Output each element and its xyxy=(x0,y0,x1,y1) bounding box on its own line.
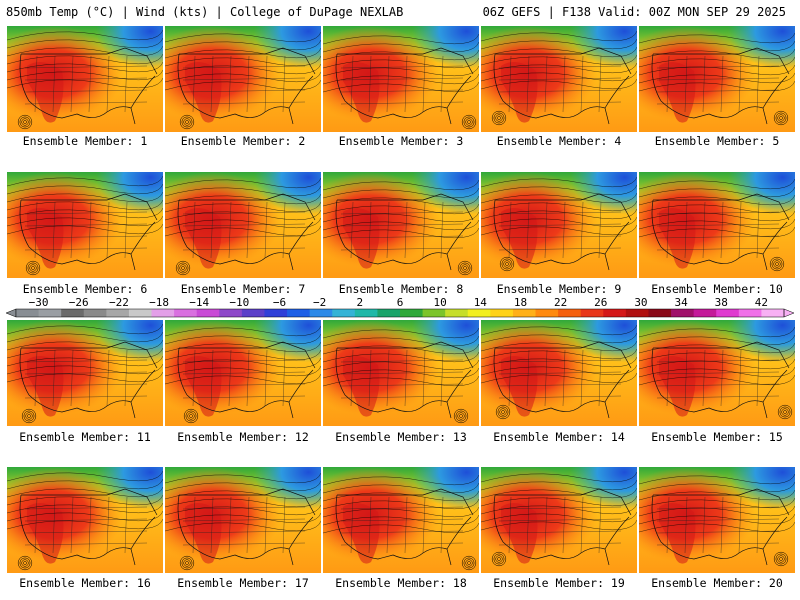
ensemble-member-map xyxy=(639,320,795,426)
colorbar-tick-label: 6 xyxy=(397,296,404,309)
ensemble-member-label: Ensemble Member: 20 xyxy=(651,576,783,590)
colorbar-segment xyxy=(287,309,311,317)
colorbar-segment xyxy=(716,309,740,317)
header-left-title: 850mb Temp (°C) | Wind (kts) | College o… xyxy=(6,5,404,19)
colorbar-tick-label: 10 xyxy=(434,296,447,309)
colorbar-tick-label: −30 xyxy=(29,296,49,309)
colorbar-segment xyxy=(241,309,265,317)
colorbar-segment xyxy=(151,309,175,317)
colorbar-tick-label: 34 xyxy=(674,296,688,309)
ensemble-member-label: Ensemble Member: 13 xyxy=(335,430,467,444)
ensemble-member-map xyxy=(323,172,479,278)
colorbar-segment xyxy=(422,309,446,317)
colorbar-tick-label: 18 xyxy=(514,296,527,309)
colorbar-tick-label: −2 xyxy=(313,296,326,309)
colorbar-segment xyxy=(128,309,153,317)
colorbar-segment xyxy=(693,309,717,317)
ensemble-member-map xyxy=(323,467,479,573)
colorbar-segment xyxy=(580,309,604,317)
colorbar-segment xyxy=(16,309,40,317)
ensemble-member-label: Ensemble Member: 14 xyxy=(493,430,625,444)
colorbar-tick-label: −22 xyxy=(109,296,129,309)
colorbar-segment xyxy=(445,309,469,317)
colorbar-segment xyxy=(83,309,107,317)
colorbar-segment xyxy=(625,309,649,317)
colorbar-segment xyxy=(38,309,62,317)
colorbar-segment xyxy=(332,309,356,317)
ensemble-member-map xyxy=(7,320,163,426)
ensemble-member-map xyxy=(481,172,637,278)
colorbar-segment xyxy=(377,309,401,317)
colorbar-tick-label: −18 xyxy=(149,296,169,309)
colorbar-segment xyxy=(761,309,785,317)
ensemble-member-map xyxy=(639,26,795,132)
colorbar-segment xyxy=(738,309,762,317)
colorbar-tick-label: −10 xyxy=(229,296,249,309)
colorbar-tick-label: 22 xyxy=(554,296,567,309)
ensemble-member-map xyxy=(7,467,163,573)
ensemble-member-label: Ensemble Member: 16 xyxy=(19,576,151,590)
ensemble-member-label: Ensemble Member: 19 xyxy=(493,576,625,590)
colorbar-tick-label: 2 xyxy=(357,296,364,309)
ensemble-member-map xyxy=(323,320,479,426)
colorbar-segment xyxy=(196,309,220,317)
ensemble-member-map xyxy=(323,26,479,132)
colorbar-segment xyxy=(264,309,288,317)
ensemble-member-label: Ensemble Member: 8 xyxy=(338,282,464,296)
colorbar-segment xyxy=(106,309,130,317)
colorbar-segment xyxy=(400,309,424,317)
colorbar-segment xyxy=(603,309,627,317)
colorbar-tick-label: 38 xyxy=(715,296,728,309)
colorbar-tick-label: 14 xyxy=(474,296,488,309)
colorbar-tick-label: −26 xyxy=(69,296,89,309)
ensemble-member-label: Ensemble Member: 5 xyxy=(654,134,780,148)
colorbar-tick-label: 30 xyxy=(634,296,647,309)
temperature-colorbar: −30 −26 −22 −18 −14 −10 −6 −2 2 6 10 14 18 22 26 30 34 38… xyxy=(4,296,796,318)
colorbar-tick-label: 42 xyxy=(755,296,768,309)
ensemble-member-label: Ensemble Member: 3 xyxy=(338,134,464,148)
ensemble-member-map xyxy=(481,26,637,132)
colorbar-tick-label: −6 xyxy=(273,296,286,309)
colorbar-max-arrow xyxy=(783,308,795,318)
ensemble-member-label: Ensemble Member: 10 xyxy=(651,282,783,296)
colorbar-tick-label: −14 xyxy=(189,296,209,309)
ensemble-member-map xyxy=(7,172,163,278)
ensemble-member-label: Ensemble Member: 18 xyxy=(335,576,467,590)
colorbar-segment xyxy=(512,309,537,317)
colorbar-segment xyxy=(490,309,514,317)
colorbar-segment xyxy=(61,309,85,317)
ensemble-member-map xyxy=(165,172,321,278)
colorbar-segment xyxy=(671,309,695,317)
ensemble-member-label: Ensemble Member: 11 xyxy=(19,430,151,444)
ensemble-member-map xyxy=(639,467,795,573)
colorbar-segment xyxy=(174,309,198,317)
ensemble-member-label: Ensemble Member: 17 xyxy=(177,576,309,590)
colorbar-segment xyxy=(558,309,582,317)
ensemble-member-map xyxy=(165,467,321,573)
ensemble-member-label: Ensemble Member: 2 xyxy=(180,134,306,148)
ensemble-member-map xyxy=(481,320,637,426)
ensemble-member-map xyxy=(639,172,795,278)
colorbar-min-arrow xyxy=(5,308,17,318)
ensemble-member-map xyxy=(165,320,321,426)
colorbar-segment xyxy=(648,309,672,317)
colorbar-segment xyxy=(309,309,333,317)
ensemble-member-label: Ensemble Member: 7 xyxy=(180,282,306,296)
ensemble-member-label: Ensemble Member: 6 xyxy=(22,282,148,296)
ensemble-member-label: Ensemble Member: 15 xyxy=(651,430,783,444)
ensemble-member-map xyxy=(481,467,637,573)
colorbar-segment xyxy=(219,309,243,317)
colorbar-segment xyxy=(467,309,491,317)
colorbar-segment xyxy=(354,309,378,317)
ensemble-member-label: Ensemble Member: 4 xyxy=(496,134,622,148)
ensemble-member-label: Ensemble Member: 12 xyxy=(177,430,309,444)
ensemble-member-map xyxy=(165,26,321,132)
ensemble-member-label: Ensemble Member: 1 xyxy=(22,134,148,148)
colorbar-segment xyxy=(535,309,559,317)
header-right-run-info: 06Z GEFS | F138 Valid: 00Z MON SEP 29 20… xyxy=(482,5,786,19)
ensemble-member-map xyxy=(7,26,163,132)
ensemble-member-label: Ensemble Member: 9 xyxy=(496,282,622,296)
colorbar-tick-label: 26 xyxy=(594,296,607,309)
